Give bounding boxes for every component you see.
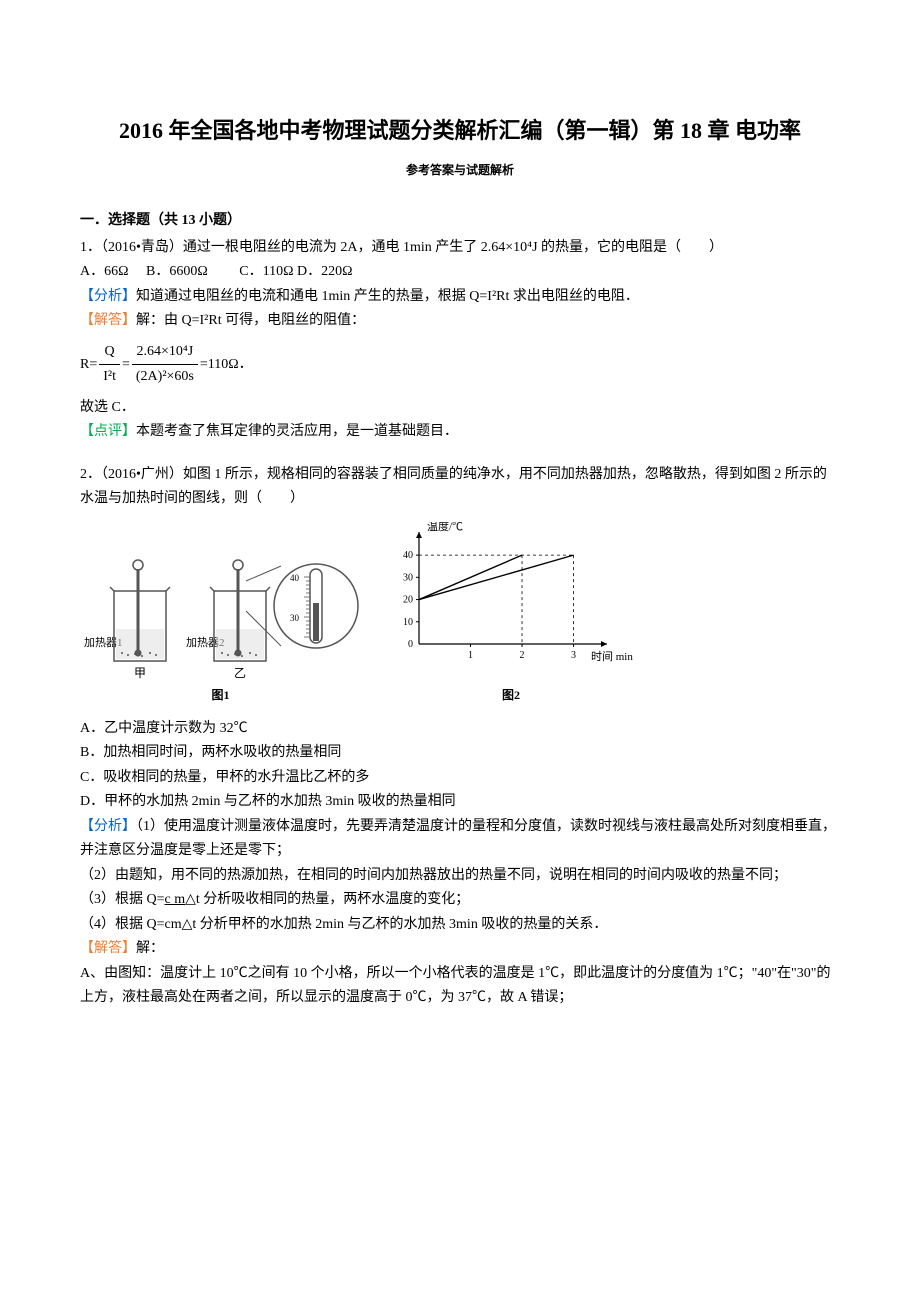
figure-2-group: 40 30 20 10 0 1 2 3 温度/℃ 时间 min 图2 [381, 522, 641, 707]
svg-text:0: 0 [408, 639, 413, 650]
figure-1-group: 加热器1 甲 加热器2 [80, 551, 361, 707]
q1-opt-d: D．220Ω [297, 264, 353, 279]
q2-stem: 2．（2016•广州）如图 1 所示，规格相同的容器装了相同质量的纯净水，用不同… [80, 463, 840, 512]
q2-opt-b: B．加热相同时间，两杯水吸收的热量相同 [80, 741, 840, 766]
q1-conclusion: 故选 C． [80, 396, 840, 421]
q1-opt-c: C．110Ω [239, 264, 293, 279]
q2-solution: 【解答】解： [80, 937, 840, 962]
thermometer2-top [233, 560, 243, 570]
q2-figures: 加热器1 甲 加热器2 [80, 522, 840, 707]
svg-text:30: 30 [403, 572, 413, 583]
q1-opt-b: B．6600Ω [146, 264, 208, 279]
q1-analysis: 【分析】知道通过电阻丝的电流和通电 1min 产生的热量，根据 Q=I²Rt 求… [80, 285, 840, 310]
frac2-bottom: (2A)²×60s [132, 365, 198, 390]
frac1-top: Q [99, 340, 120, 366]
q2-opt-c: C．吸收相同的热量，甲杯的水升温比乙杯的多 [80, 766, 840, 791]
svg-text:10: 10 [403, 617, 413, 628]
zoom-line-top [246, 566, 281, 581]
frac2-top: 2.64×10⁴J [132, 340, 198, 366]
temperature-chart: 40 30 20 10 0 1 2 3 温度/℃ 时间 min [381, 522, 641, 672]
q2-analysis-3: （3）根据 Q=c m△t 分析吸收相同的热量，两杯水温度的变化； [80, 888, 840, 913]
document-title: 2016 年全国各地中考物理试题分类解析汇编（第一辑）第 18 章 电功率 [80, 110, 840, 152]
beaker-1: 加热器1 甲 [80, 551, 180, 681]
thermometer1-bulb [135, 650, 142, 657]
beaker-2: 加热器2 乙 [186, 551, 361, 681]
solution-text: 解： [136, 941, 164, 956]
formula-mid: = [122, 357, 130, 372]
q1-comment: 【点评】本题考查了焦耳定律的灵活应用，是一道基础题目． [80, 420, 840, 445]
analysis-text: 知道通过电阻丝的电流和通电 1min 产生的热量，根据 Q=I²Rt 求出电阻丝… [136, 289, 639, 304]
q2-opt-d: D．甲杯的水加热 2min 与乙杯的水加热 3min 吸收的热量相同 [80, 790, 840, 815]
q1-solution-line1: 【解答】解：由 Q=I²Rt 可得，电阻丝的阻值： [80, 309, 840, 334]
formula-prefix: R= [80, 357, 97, 372]
q1-formula: R=QI²t=2.64×10⁴J(2A)²×60s=110Ω． [80, 340, 253, 390]
fig1-label: 图1 [80, 685, 361, 707]
analysis-label: 【分析】 [80, 289, 136, 304]
beaker2-sub: 乙 [234, 666, 246, 680]
frac1-bottom: I²t [99, 365, 120, 390]
svg-text:3: 3 [571, 650, 576, 661]
fraction-2: 2.64×10⁴J(2A)²×60s [132, 340, 198, 390]
document-subtitle: 参考答案与试题解析 [80, 160, 840, 182]
thermometer1-top [133, 560, 143, 570]
beaker1-svg: 加热器1 甲 [80, 551, 180, 681]
fraction-1: QI²t [99, 340, 120, 390]
q2-analysis-1: 【分析】（1）使用温度计测量液体温度时，先要弄清楚温度计的量程和分度值，读数时视… [80, 815, 840, 864]
svg-text:40: 40 [403, 550, 413, 561]
comment-label: 【点评】 [80, 424, 136, 439]
svg-text:20: 20 [403, 594, 413, 605]
solution-text: 解：由 Q=I²Rt 可得，电阻丝的阻值： [136, 313, 365, 328]
q1-stem: 1．（2016•青岛）通过一根电阻丝的电流为 2A，通电 1min 产生了 2.… [80, 236, 840, 261]
solution-label: 【解答】 [80, 941, 136, 956]
svg-text:温度/℃: 温度/℃ [427, 522, 463, 533]
svg-text:时间 min: 时间 min [591, 650, 633, 663]
beaker1-sub: 甲 [134, 666, 146, 680]
comment-text: 本题考查了焦耳定律的灵活应用，是一道基础题目． [136, 424, 458, 439]
q1-opt-a: A．66Ω [80, 264, 129, 279]
fig2-label: 图2 [381, 685, 641, 707]
q2-solution-a: A、由图知：温度计上 10℃之间有 10 个小格，所以一个小格代表的温度是 1℃… [80, 962, 840, 1011]
q2-analysis-2: （2）由题知，用不同的热源加热，在相同的时间内加热器放出的热量不同，说明在相同的… [80, 864, 840, 889]
formula-suffix: =110Ω． [200, 357, 253, 372]
svg-text:2: 2 [520, 650, 525, 661]
beaker2-svg: 加热器2 乙 [186, 551, 361, 681]
analysis-text-1: （1）使用温度计测量液体温度时，先要弄清楚温度计的量程和分度值，读数时视线与液柱… [80, 819, 836, 859]
q2-opt-a: A．乙中温度计示数为 32℃ [80, 717, 840, 742]
thermometer2-bulb [235, 650, 242, 657]
q2-analysis-4: （4）根据 Q=cm△t 分析甲杯的水加热 2min 与乙杯的水加热 3min … [80, 913, 840, 938]
q1-options: A．66Ω B．6600Ω C．110Ω D．220Ω [80, 260, 840, 285]
thermo-detail-liquid [313, 603, 319, 641]
analysis-label: 【分析】 [80, 819, 136, 834]
solution-label: 【解答】 [80, 313, 136, 328]
section-header: 一．选择题（共 13 小题） [80, 209, 840, 234]
thermo-tick-30: 30 [290, 613, 300, 623]
thermo-tick-40: 40 [290, 573, 300, 583]
svg-text:1: 1 [468, 650, 473, 661]
